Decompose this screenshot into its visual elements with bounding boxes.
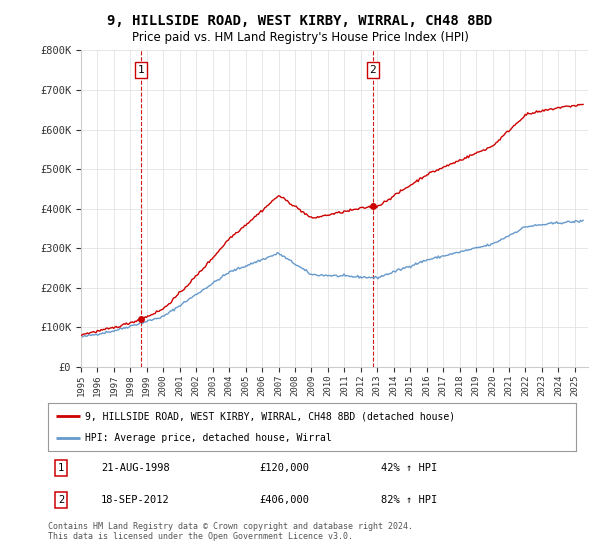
Text: HPI: Average price, detached house, Wirral: HPI: Average price, detached house, Wirr…: [85, 433, 332, 443]
Text: 9, HILLSIDE ROAD, WEST KIRBY, WIRRAL, CH48 8BD: 9, HILLSIDE ROAD, WEST KIRBY, WIRRAL, CH…: [107, 14, 493, 28]
Text: Contains HM Land Registry data © Crown copyright and database right 2024.
This d: Contains HM Land Registry data © Crown c…: [48, 522, 413, 542]
Text: 1: 1: [137, 65, 144, 75]
Text: 18-SEP-2012: 18-SEP-2012: [101, 495, 170, 505]
Text: 21-AUG-1998: 21-AUG-1998: [101, 463, 170, 473]
Text: £120,000: £120,000: [259, 463, 309, 473]
Text: Price paid vs. HM Land Registry's House Price Index (HPI): Price paid vs. HM Land Registry's House …: [131, 31, 469, 44]
Text: 42% ↑ HPI: 42% ↑ HPI: [380, 463, 437, 473]
Text: 82% ↑ HPI: 82% ↑ HPI: [380, 495, 437, 505]
Text: £406,000: £406,000: [259, 495, 309, 505]
Text: 2: 2: [58, 495, 64, 505]
Text: 2: 2: [370, 65, 376, 75]
Text: 1: 1: [58, 463, 64, 473]
Text: 9, HILLSIDE ROAD, WEST KIRBY, WIRRAL, CH48 8BD (detached house): 9, HILLSIDE ROAD, WEST KIRBY, WIRRAL, CH…: [85, 411, 455, 421]
